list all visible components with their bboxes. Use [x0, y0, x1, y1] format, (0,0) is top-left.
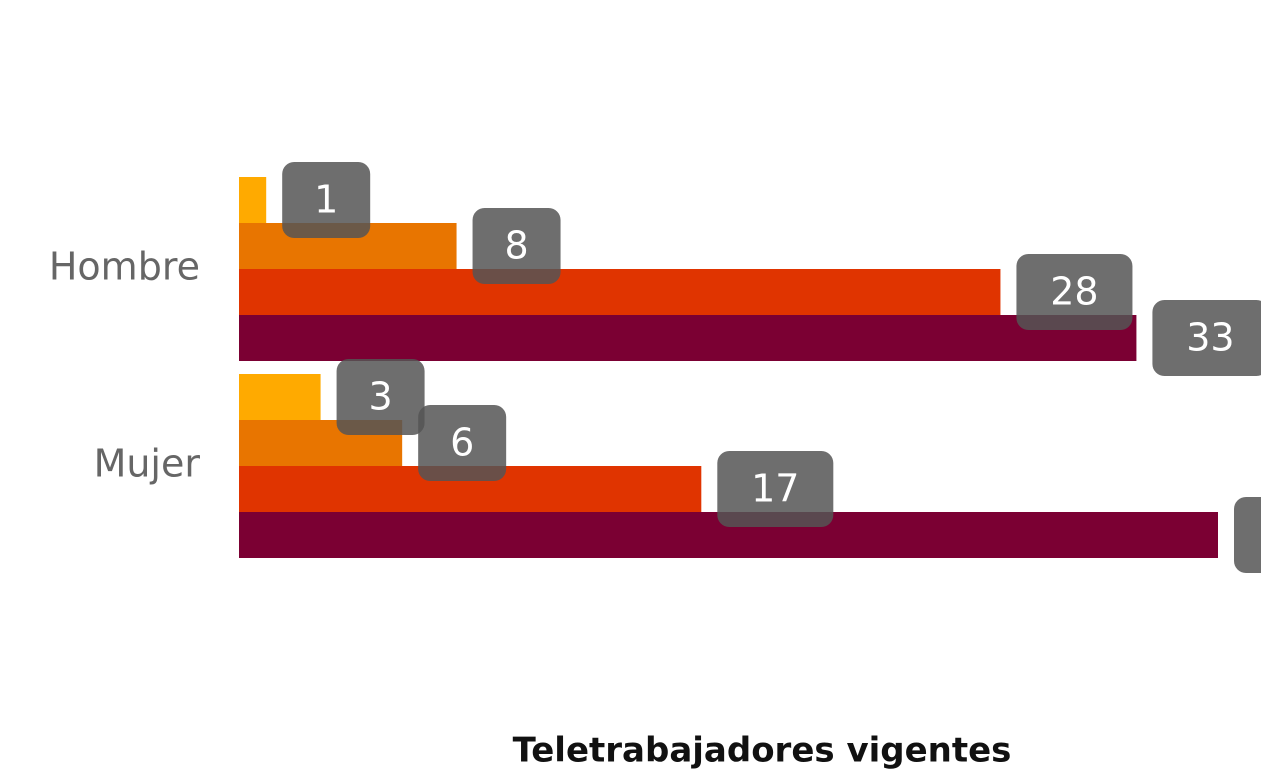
data-label: 33: [1186, 316, 1234, 360]
data-label: 28: [1050, 270, 1098, 314]
bar: [239, 177, 267, 223]
label-box: [472, 208, 561, 284]
bar: [239, 315, 1137, 361]
label-box: [336, 359, 425, 435]
data-label: 8: [504, 224, 528, 268]
label-box: [418, 405, 507, 481]
category-label: Mujer: [94, 442, 201, 486]
data-label: 3: [368, 375, 392, 419]
data-label: 6: [450, 421, 474, 465]
label-box: [1016, 254, 1133, 330]
bar: [239, 374, 321, 420]
label-box: [282, 162, 371, 238]
label-box: [1234, 497, 1261, 573]
label-box: [717, 451, 834, 527]
category-label: Hombre: [49, 245, 200, 289]
label-box: [1152, 300, 1261, 376]
bar: [239, 269, 1001, 315]
chart-title: Teletrabajadores vigentes: [513, 731, 1012, 771]
data-label: 1: [314, 178, 338, 222]
data-label: 17: [751, 467, 799, 511]
